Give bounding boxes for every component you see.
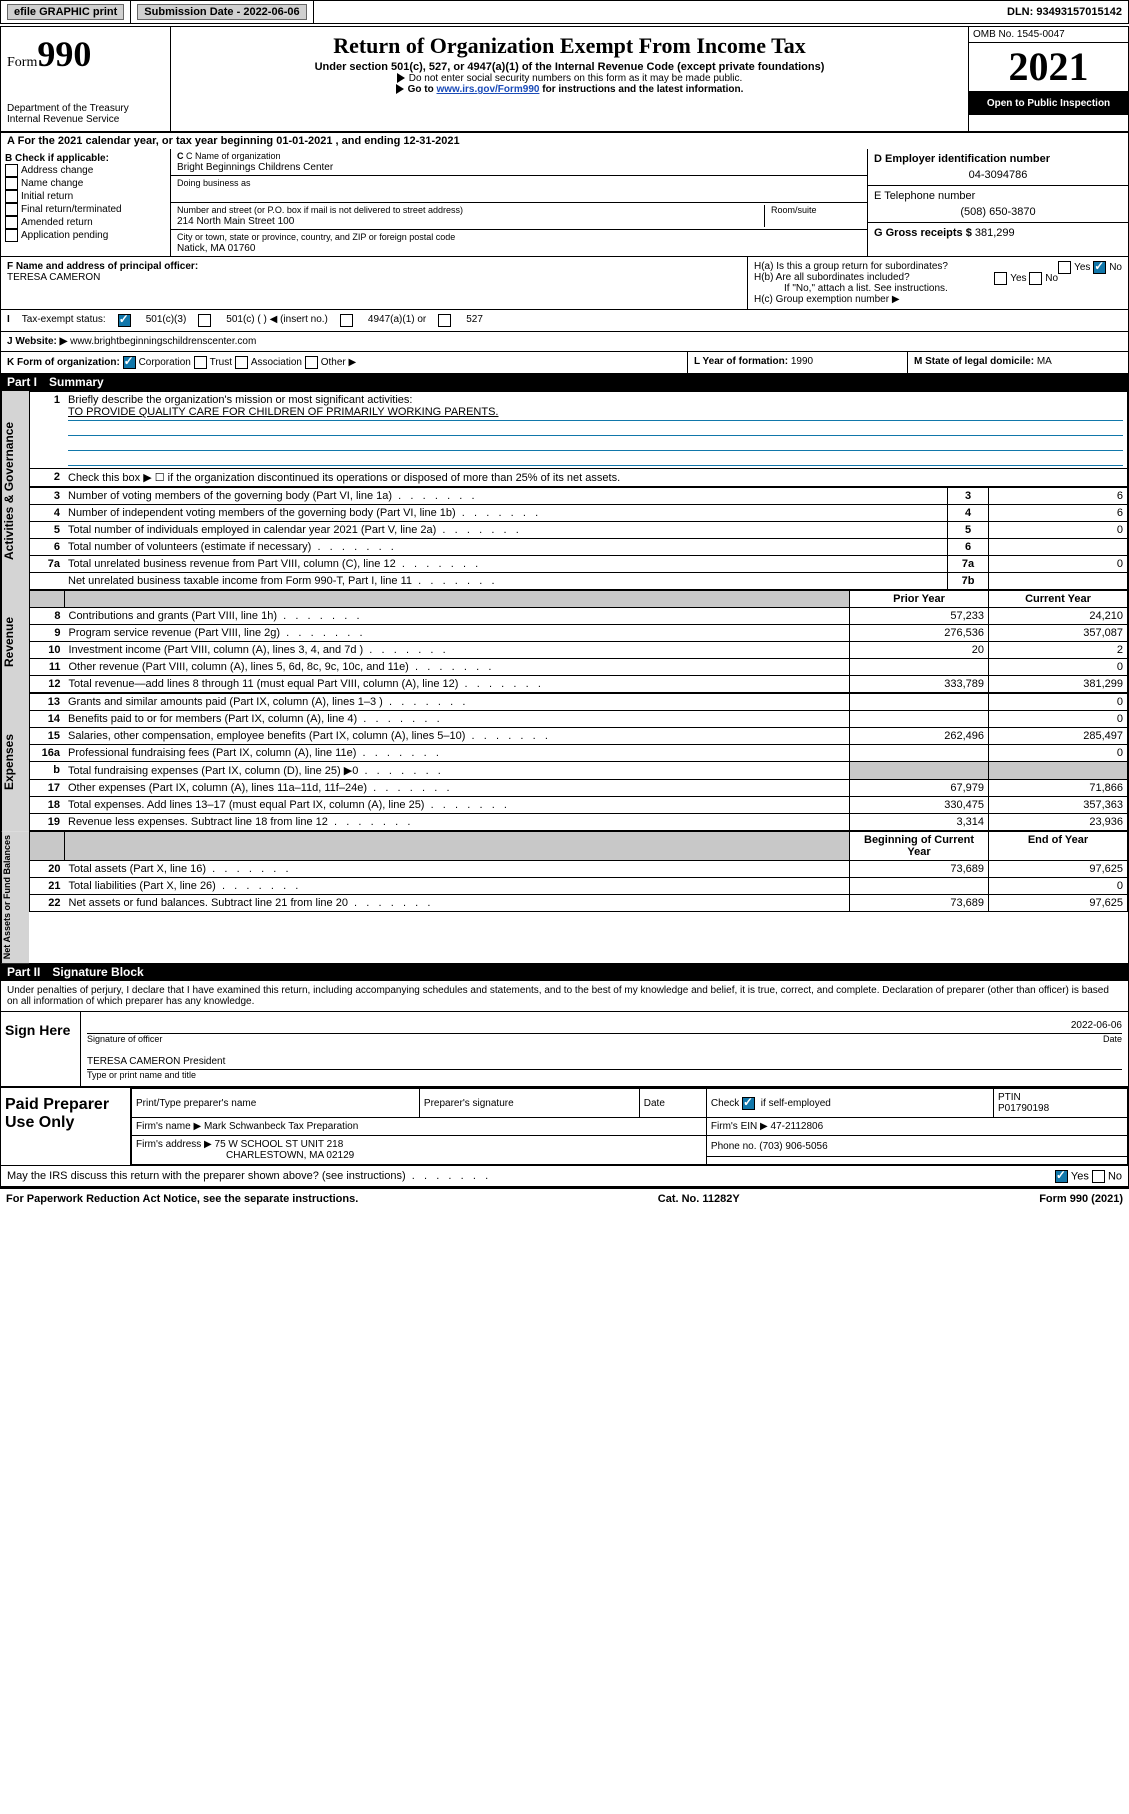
box-c: C C Name of organizationBright Beginning… — [171, 149, 868, 256]
line-i: ITax-exempt status: 501(c)(3) 501(c) ( )… — [1, 309, 1128, 331]
form-title: Return of Organization Exempt From Incom… — [175, 33, 964, 59]
declaration: Under penalties of perjury, I declare th… — [1, 981, 1128, 1011]
tab-netassets: Net Assets or Fund Balances — [1, 831, 29, 963]
paid-preparer: Paid Preparer Use Only — [1, 1088, 131, 1165]
box-b: B Check if applicable: Address changeNam… — [1, 149, 171, 256]
line-l: L Year of formation: 1990 — [688, 352, 908, 373]
box-f: F Name and address of principal officer:… — [1, 257, 748, 309]
omb: OMB No. 1545-0047 — [969, 27, 1128, 43]
efile-btn[interactable]: efile GRAPHIC print — [7, 4, 124, 20]
tab-expenses: Expenses — [1, 693, 29, 831]
part-i-bar: Part ISummary — [1, 373, 1128, 391]
irs: Internal Revenue Service — [7, 114, 164, 125]
tab-activities: Activities & Governance — [1, 391, 29, 590]
footer: For Paperwork Reduction Act Notice, see … — [0, 1187, 1129, 1209]
box-h: H(a) Is this a group return for subordin… — [748, 257, 1128, 309]
tab-revenue: Revenue — [1, 590, 29, 693]
top-bar: efile GRAPHIC print Submission Date - 20… — [0, 0, 1129, 24]
dln: DLN: 93493157015142 — [1007, 6, 1122, 18]
line-a: A For the 2021 calendar year, or tax yea… — [1, 132, 1128, 149]
note1: Do not enter social security numbers on … — [175, 73, 964, 84]
form-subtitle: Under section 501(c), 527, or 4947(a)(1)… — [175, 61, 964, 73]
open-public: Open to Public Inspection — [969, 92, 1128, 115]
part-ii-bar: Part IISignature Block — [1, 963, 1128, 981]
box-de: D Employer identification number04-30947… — [868, 149, 1128, 256]
irs-link[interactable]: www.irs.gov/Form990 — [436, 84, 539, 95]
note2: Go to www.irs.gov/Form990 for instructio… — [175, 84, 964, 95]
form-number: Form990 — [7, 33, 164, 75]
line-j: J Website: ▶ www.brightbeginningschildre… — [1, 331, 1128, 351]
subdate-btn[interactable]: Submission Date - 2022-06-06 — [137, 4, 306, 20]
tax-year: 2021 — [969, 43, 1128, 92]
may-discuss: May the IRS discuss this return with the… — [1, 1165, 1128, 1186]
sign-here: Sign Here — [1, 1012, 81, 1086]
line-k: K Form of organization: Corporation Trus… — [1, 352, 688, 373]
dept: Department of the Treasury — [7, 103, 164, 114]
line-m: M State of legal domicile: MA — [908, 352, 1128, 373]
